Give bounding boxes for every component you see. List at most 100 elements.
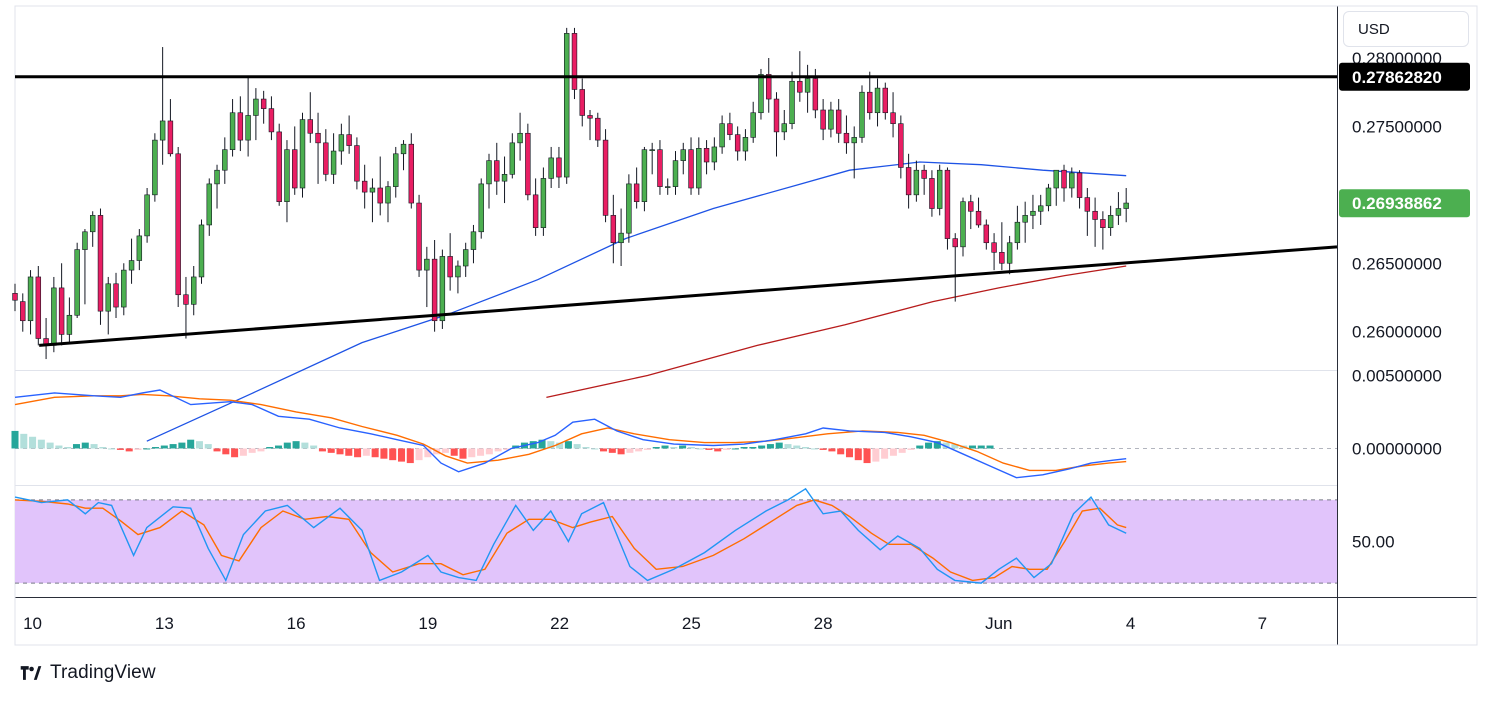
candle[interactable] <box>960 197 966 257</box>
candle[interactable] <box>804 64 811 113</box>
candle[interactable] <box>167 99 174 157</box>
candle[interactable] <box>268 96 275 141</box>
candle[interactable] <box>245 77 251 157</box>
candle[interactable] <box>1006 235 1013 275</box>
tradingview-brand[interactable]: TradingView <box>16 662 156 684</box>
candle[interactable] <box>385 181 391 223</box>
candle[interactable] <box>20 293 26 332</box>
candle[interactable] <box>299 112 306 198</box>
candle[interactable] <box>315 112 321 184</box>
candle[interactable] <box>563 27 570 184</box>
candle[interactable] <box>952 233 958 302</box>
candle[interactable] <box>727 112 733 141</box>
candle[interactable] <box>711 137 718 171</box>
candle[interactable] <box>27 270 34 335</box>
candle[interactable] <box>789 71 795 130</box>
candle[interactable] <box>843 115 850 154</box>
candle[interactable] <box>307 92 313 143</box>
candle[interactable] <box>835 99 842 143</box>
candle[interactable] <box>222 137 228 184</box>
candle[interactable] <box>944 167 951 250</box>
candle[interactable] <box>874 78 881 127</box>
candle[interactable] <box>540 167 547 236</box>
candle[interactable] <box>478 178 484 239</box>
candle[interactable] <box>1092 197 1098 247</box>
candle[interactable] <box>237 96 244 152</box>
candle[interactable] <box>618 208 624 266</box>
candle[interactable] <box>51 276 57 353</box>
candle[interactable] <box>1030 194 1036 230</box>
candle[interactable] <box>470 224 477 264</box>
candle[interactable] <box>991 233 997 271</box>
candle[interactable] <box>462 242 469 277</box>
candle[interactable] <box>260 90 267 124</box>
candle[interactable] <box>128 238 135 284</box>
candle[interactable] <box>292 126 298 195</box>
candle[interactable] <box>58 263 65 346</box>
candle[interactable] <box>113 272 119 318</box>
candle[interactable] <box>1053 169 1059 206</box>
candlestick-series[interactable] <box>12 27 1129 360</box>
candle[interactable] <box>354 137 360 190</box>
candle[interactable] <box>416 194 422 277</box>
candle[interactable] <box>400 140 407 171</box>
candle[interactable] <box>276 123 282 206</box>
candle[interactable] <box>657 140 663 195</box>
candle[interactable] <box>229 99 236 157</box>
candle[interactable] <box>579 78 585 127</box>
candle[interactable] <box>501 156 508 204</box>
candle[interactable] <box>494 142 500 195</box>
candle[interactable] <box>35 266 42 346</box>
candle[interactable] <box>719 115 725 154</box>
candle[interactable] <box>859 85 865 143</box>
candle[interactable] <box>517 112 523 161</box>
candle[interactable] <box>66 297 73 343</box>
candle[interactable] <box>361 164 368 209</box>
candle[interactable] <box>649 142 655 175</box>
candle[interactable] <box>1061 164 1067 202</box>
candle[interactable] <box>74 242 80 318</box>
candle[interactable] <box>556 146 562 188</box>
candle[interactable] <box>828 101 834 138</box>
last-price-badge[interactable]: 0.26938862 <box>1339 189 1470 218</box>
candle[interactable] <box>595 112 601 147</box>
candle[interactable] <box>882 82 889 120</box>
candle[interactable] <box>913 160 920 202</box>
candle[interactable] <box>424 246 430 308</box>
candle[interactable] <box>999 222 1005 271</box>
candle[interactable] <box>1045 183 1052 212</box>
candle[interactable] <box>206 178 212 236</box>
candle[interactable] <box>571 27 578 100</box>
candle[interactable] <box>175 146 181 308</box>
candle[interactable] <box>532 178 539 236</box>
candle[interactable] <box>43 318 49 360</box>
candle[interactable] <box>377 156 383 216</box>
candle[interactable] <box>1115 192 1122 225</box>
candle[interactable] <box>486 153 492 209</box>
candle[interactable] <box>820 99 826 141</box>
candle[interactable] <box>1037 194 1044 225</box>
candle[interactable] <box>587 110 593 141</box>
price-axis[interactable]: 0.280000000.275000000.265000000.26000000… <box>1339 49 1470 552</box>
candle[interactable] <box>1014 205 1021 250</box>
candle[interactable] <box>781 110 787 141</box>
candle[interactable] <box>214 164 220 209</box>
candle[interactable] <box>1022 201 1028 243</box>
candle[interactable] <box>1123 188 1129 223</box>
currency-selector[interactable]: USD <box>1343 11 1469 47</box>
candle[interactable] <box>734 126 741 161</box>
candle[interactable] <box>968 194 974 230</box>
candle[interactable] <box>672 151 679 195</box>
candle[interactable] <box>330 133 337 184</box>
candle[interactable] <box>393 146 399 198</box>
stochastic-pane[interactable] <box>14 487 1337 584</box>
candle[interactable] <box>898 115 904 179</box>
macd-pane[interactable] <box>11 389 1337 479</box>
candle[interactable] <box>665 178 671 195</box>
date-axis[interactable]: 10 13 16 19 22 25 28 Jun 4 7 <box>23 614 1267 633</box>
candle[interactable] <box>983 219 990 250</box>
candle[interactable] <box>867 71 873 120</box>
candle[interactable] <box>369 178 376 223</box>
candle[interactable] <box>346 115 352 154</box>
